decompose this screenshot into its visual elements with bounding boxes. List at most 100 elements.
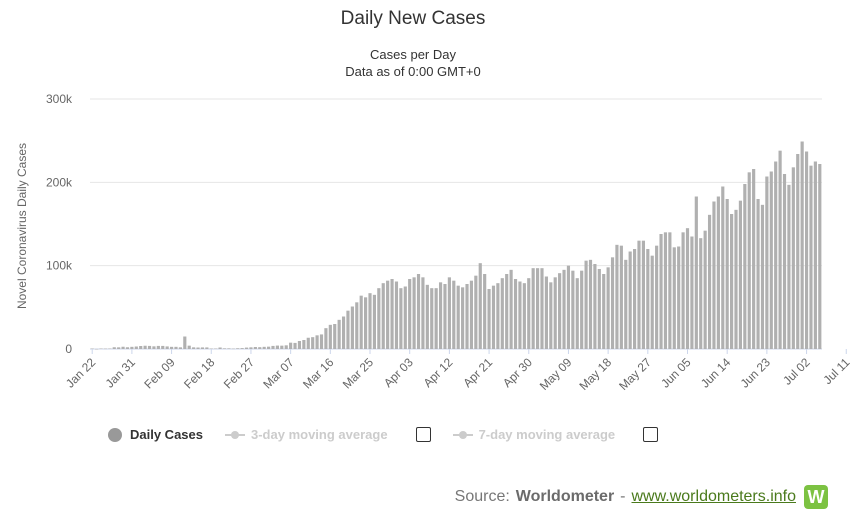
bar[interactable] xyxy=(346,310,350,349)
bar[interactable] xyxy=(408,279,412,349)
bar[interactable] xyxy=(262,346,266,349)
bar[interactable] xyxy=(161,345,165,349)
bar[interactable] xyxy=(760,204,765,349)
legend-item-3-day-average[interactable]: 3-day moving average xyxy=(225,427,388,442)
bar[interactable] xyxy=(531,268,535,349)
bar[interactable] xyxy=(796,154,800,349)
bar[interactable] xyxy=(103,348,108,350)
bar[interactable] xyxy=(289,342,293,349)
bar[interactable] xyxy=(306,337,310,349)
bar[interactable] xyxy=(535,268,540,349)
legend-item-daily-cases[interactable]: Daily Cases xyxy=(108,427,203,442)
bar[interactable] xyxy=(540,268,544,349)
bar[interactable] xyxy=(403,286,407,350)
bar[interactable] xyxy=(553,277,557,349)
bar[interactable] xyxy=(491,285,496,349)
bar[interactable] xyxy=(147,345,152,349)
bar[interactable] xyxy=(712,201,716,350)
bar[interactable] xyxy=(236,348,240,349)
bar[interactable] xyxy=(452,280,456,349)
bar[interactable] xyxy=(355,302,359,349)
bar[interactable] xyxy=(297,341,302,349)
bar[interactable] xyxy=(465,284,469,349)
bar[interactable] xyxy=(253,347,257,349)
bar[interactable] xyxy=(650,255,654,349)
bar[interactable] xyxy=(390,279,394,349)
bar[interactable] xyxy=(222,348,227,349)
bar[interactable] xyxy=(633,249,637,349)
bar[interactable] xyxy=(690,236,694,350)
bar[interactable] xyxy=(655,245,659,349)
bar[interactable] xyxy=(668,232,672,349)
bar[interactable] xyxy=(522,283,526,349)
bar[interactable] xyxy=(663,232,668,349)
bar[interactable] xyxy=(782,174,787,349)
bar[interactable] xyxy=(734,209,738,349)
bar[interactable] xyxy=(606,267,610,349)
bar[interactable] xyxy=(258,347,262,349)
bar[interactable] xyxy=(99,348,103,350)
checkbox-3-day-average[interactable] xyxy=(415,427,431,442)
bar[interactable] xyxy=(447,277,451,349)
bar[interactable] xyxy=(765,176,769,350)
bar[interactable] xyxy=(372,294,376,349)
bar[interactable] xyxy=(381,283,385,349)
bar[interactable] xyxy=(231,348,235,350)
bar[interactable] xyxy=(187,345,191,349)
bar[interactable] xyxy=(130,346,134,349)
bar[interactable] xyxy=(610,257,615,349)
bar[interactable] xyxy=(716,196,720,350)
bar[interactable] xyxy=(575,278,579,349)
bar[interactable] xyxy=(218,347,222,350)
bar[interactable] xyxy=(275,345,279,349)
bar[interactable] xyxy=(743,184,747,349)
bar[interactable] xyxy=(456,285,460,349)
bar[interactable] xyxy=(117,347,121,349)
bar[interactable] xyxy=(156,345,160,349)
bar[interactable] xyxy=(416,274,421,349)
bar[interactable] xyxy=(364,297,368,349)
bar[interactable] xyxy=(333,324,337,349)
bar[interactable] xyxy=(328,324,332,349)
bar[interactable] xyxy=(139,346,143,349)
bar[interactable] xyxy=(804,151,809,350)
bar[interactable] xyxy=(311,337,315,349)
bar[interactable] xyxy=(293,342,297,349)
bar[interactable] xyxy=(125,347,130,349)
bar[interactable] xyxy=(487,289,491,349)
bar[interactable] xyxy=(178,347,182,349)
bar[interactable] xyxy=(615,244,619,349)
bar[interactable] xyxy=(112,347,116,349)
bar[interactable] xyxy=(267,346,271,349)
bar[interactable] xyxy=(602,274,606,349)
bar[interactable] xyxy=(756,199,760,349)
bar[interactable] xyxy=(509,269,513,349)
checkbox-7-day-average[interactable] xyxy=(643,427,659,442)
bar[interactable] xyxy=(800,141,804,350)
bar[interactable] xyxy=(624,259,628,349)
bar[interactable] xyxy=(377,288,381,349)
bar[interactable] xyxy=(200,347,205,349)
bar[interactable] xyxy=(95,348,99,350)
bar[interactable] xyxy=(271,345,275,349)
bar[interactable] xyxy=(566,265,571,349)
bar[interactable] xyxy=(319,334,324,349)
bar[interactable] xyxy=(90,348,94,350)
bar[interactable] xyxy=(284,345,288,349)
source-link[interactable]: www.worldometers.info xyxy=(631,488,797,505)
bar[interactable] xyxy=(240,348,244,349)
bar[interactable] xyxy=(174,346,178,349)
bar[interactable] xyxy=(549,282,553,349)
bar[interactable] xyxy=(558,273,562,349)
bar[interactable] xyxy=(244,347,249,349)
bar[interactable] xyxy=(425,284,429,349)
bar[interactable] xyxy=(169,346,174,349)
bar[interactable] xyxy=(730,214,734,349)
bar[interactable] xyxy=(461,287,465,349)
bar[interactable] xyxy=(152,346,156,349)
bar[interactable] xyxy=(787,184,791,349)
bar[interactable] xyxy=(628,251,632,350)
bar[interactable] xyxy=(505,274,509,349)
bar[interactable] xyxy=(527,278,531,349)
bar[interactable] xyxy=(474,275,478,349)
